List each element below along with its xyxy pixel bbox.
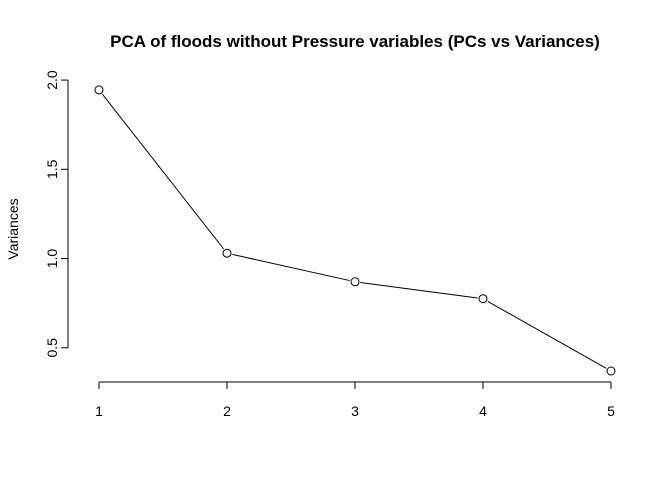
- series-group: [94, 85, 616, 376]
- y-tick-label: 1.0: [44, 249, 60, 269]
- data-point: [94, 85, 104, 95]
- y-tick-label: 0.5: [44, 338, 60, 358]
- series-segment: [232, 253, 350, 282]
- y-axis: 0.5 1.0 1.5 2.0: [44, 70, 69, 358]
- x-tick-label: 4: [479, 403, 487, 419]
- series-segment: [360, 281, 478, 299]
- y-tick-label: 2.0: [44, 70, 60, 90]
- x-axis: 1 2 3 4 5: [95, 381, 615, 419]
- x-tick-label: 2: [223, 403, 231, 419]
- x-tick-label: 1: [95, 403, 103, 419]
- series-segment: [487, 300, 607, 369]
- y-tick-label: 1.5: [44, 159, 60, 179]
- series-segment: [101, 93, 225, 250]
- data-point: [350, 277, 360, 287]
- chart-title: PCA of floods without Pressure variables…: [110, 32, 600, 51]
- data-point: [222, 248, 232, 258]
- data-point: [606, 366, 616, 376]
- x-tick-label: 3: [351, 403, 359, 419]
- data-point: [478, 294, 488, 304]
- x-tick-label: 5: [607, 403, 615, 419]
- y-axis-label: Variances: [5, 198, 21, 259]
